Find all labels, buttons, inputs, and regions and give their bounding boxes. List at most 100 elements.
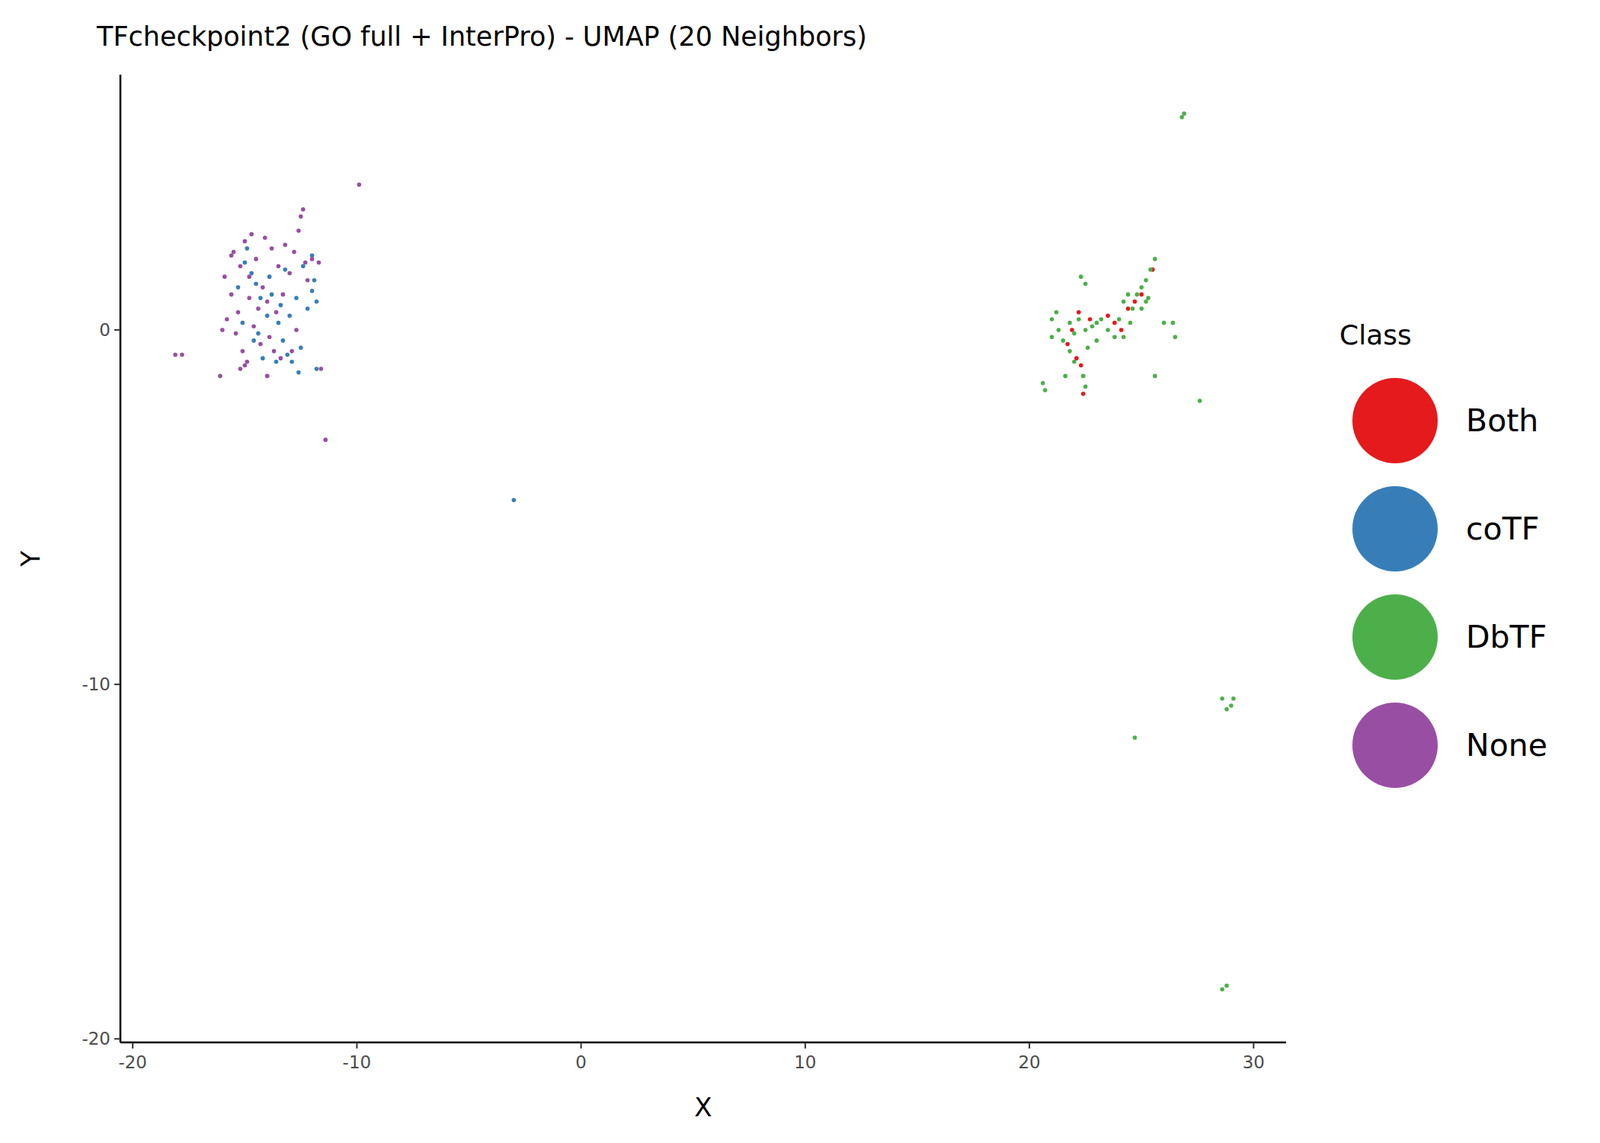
point: [1224, 707, 1229, 712]
point: [1145, 295, 1151, 301]
point: [287, 271, 292, 276]
x-tick-label: 30: [1242, 1052, 1265, 1072]
legend-label: None: [1465, 726, 1548, 764]
point: [238, 366, 244, 372]
point: [1197, 398, 1203, 404]
point: [1094, 320, 1100, 326]
point: [282, 267, 288, 272]
legend: Class Both coTF DbTF None: [1339, 319, 1548, 788]
point: [1121, 299, 1127, 304]
point: [314, 299, 320, 304]
point: [1128, 320, 1133, 326]
point: [1148, 267, 1153, 272]
point: [260, 355, 266, 361]
point: [1074, 355, 1079, 361]
point: [287, 313, 292, 319]
chart: TFcheckpoint2 (GO full + InterPro) - UMA…: [0, 0, 1600, 1143]
point: [251, 338, 256, 343]
point: [276, 320, 282, 326]
point: [1081, 374, 1086, 379]
point: [260, 284, 266, 290]
point: [357, 182, 362, 187]
point: [319, 366, 324, 372]
point: [240, 320, 246, 326]
point: [1112, 320, 1117, 326]
point: [284, 352, 290, 358]
point: [1135, 292, 1140, 298]
point: [220, 327, 225, 333]
point: [236, 310, 241, 315]
point: [1105, 313, 1111, 319]
point: [1088, 316, 1093, 322]
point: [1078, 363, 1084, 368]
point: [274, 359, 279, 365]
point: [296, 228, 301, 234]
point: [244, 246, 250, 251]
point: [1081, 391, 1086, 397]
point: [282, 242, 288, 247]
point: [1067, 348, 1072, 354]
point: [222, 274, 228, 279]
y-tick: [114, 683, 121, 685]
point: [1126, 306, 1131, 311]
point: [269, 246, 275, 251]
point: [1112, 334, 1117, 340]
point: [251, 323, 256, 329]
point: [1161, 320, 1167, 326]
y-tick-label: 0: [99, 320, 111, 340]
x-axis: [120, 1041, 1287, 1044]
x-tick: [131, 1042, 134, 1049]
points: [172, 111, 1236, 992]
point: [1076, 316, 1082, 322]
x-tick-label: 10: [793, 1052, 816, 1072]
y-axis-label: Y: [15, 550, 46, 567]
point: [1043, 387, 1048, 393]
point: [262, 235, 268, 240]
point: [1139, 292, 1144, 298]
point: [229, 252, 234, 258]
point: [1083, 384, 1088, 390]
point: [244, 359, 250, 365]
point: [265, 299, 270, 304]
legend-label: DbTF: [1465, 618, 1547, 656]
point: [281, 292, 286, 298]
point: [1098, 316, 1104, 322]
point: [1139, 284, 1144, 290]
x-tick-label: 0: [575, 1052, 587, 1072]
point: [314, 366, 320, 372]
point: [278, 355, 284, 361]
point: [1152, 256, 1158, 262]
point: [1179, 115, 1184, 120]
point: [1219, 986, 1225, 992]
legend-title: Class: [1339, 319, 1412, 351]
point: [512, 497, 517, 503]
point: [1130, 306, 1136, 311]
point: [1056, 327, 1062, 333]
point: [1040, 380, 1046, 386]
point: [289, 359, 295, 365]
point: [1231, 696, 1236, 701]
y-tick-label: -20: [81, 1028, 111, 1049]
point: [249, 271, 254, 276]
point: [1143, 278, 1149, 283]
point: [231, 249, 237, 255]
point: [242, 363, 247, 368]
legend-swatch: [1352, 486, 1438, 572]
point: [253, 281, 259, 287]
point: [1181, 111, 1187, 116]
point: [300, 207, 306, 212]
point: [312, 278, 317, 283]
point: [291, 249, 297, 255]
legend-label: Both: [1465, 402, 1539, 439]
x-axis-label: X: [694, 1091, 712, 1123]
point: [296, 370, 301, 375]
x-tick-label: -20: [118, 1052, 148, 1072]
point: [242, 260, 247, 266]
point: [1132, 299, 1138, 304]
point: [1116, 316, 1122, 322]
legend-label: coTF: [1465, 510, 1540, 548]
point: [249, 232, 254, 237]
point: [253, 256, 259, 262]
point: [1132, 735, 1138, 740]
point: [303, 260, 308, 266]
